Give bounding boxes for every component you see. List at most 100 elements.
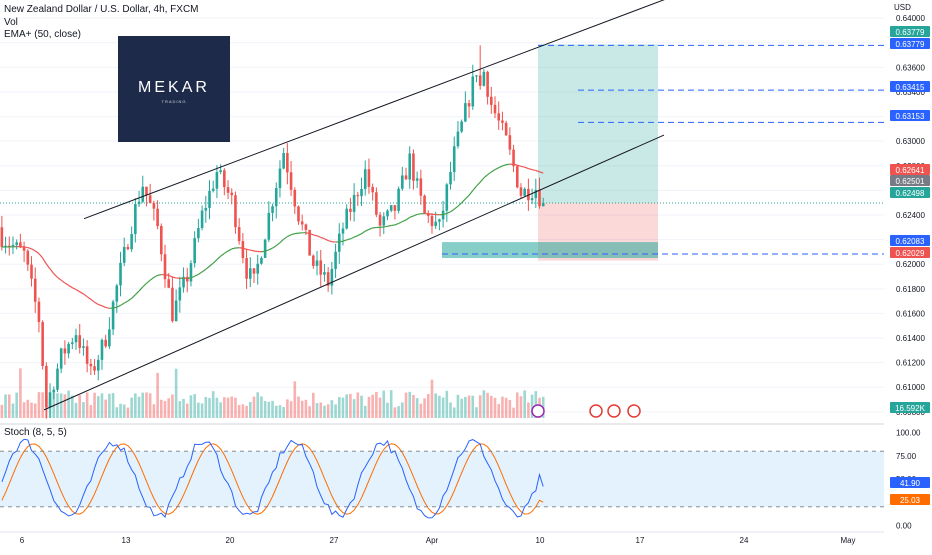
candle[interactable] bbox=[416, 178, 419, 180]
event-marker-icon[interactable] bbox=[608, 405, 620, 417]
candle[interactable] bbox=[78, 335, 81, 348]
candle[interactable] bbox=[119, 263, 122, 286]
candle[interactable] bbox=[67, 344, 70, 354]
candle[interactable] bbox=[23, 247, 26, 250]
candle[interactable] bbox=[531, 198, 534, 200]
candle[interactable] bbox=[108, 329, 111, 346]
candle[interactable] bbox=[431, 216, 434, 226]
candle[interactable] bbox=[134, 204, 137, 234]
candle[interactable] bbox=[516, 166, 519, 187]
candle[interactable] bbox=[138, 202, 141, 204]
channel-lower-line[interactable] bbox=[44, 135, 664, 410]
candle[interactable] bbox=[104, 340, 107, 347]
candle[interactable] bbox=[1, 227, 4, 247]
candle[interactable] bbox=[264, 240, 267, 258]
ema-legend[interactable]: EMA+ (50, close) bbox=[4, 29, 81, 40]
candle[interactable] bbox=[34, 279, 37, 302]
candle[interactable] bbox=[423, 196, 426, 213]
event-marker-icon[interactable] bbox=[532, 405, 544, 417]
candle[interactable] bbox=[41, 322, 44, 366]
event-marker-icon[interactable] bbox=[590, 405, 602, 417]
candle[interactable] bbox=[186, 277, 189, 282]
candle[interactable] bbox=[30, 265, 33, 279]
candle[interactable] bbox=[301, 221, 304, 224]
candle[interactable] bbox=[523, 189, 526, 196]
candle[interactable] bbox=[368, 169, 371, 187]
candle[interactable] bbox=[349, 209, 352, 212]
candle[interactable] bbox=[538, 190, 541, 206]
candle[interactable] bbox=[390, 205, 393, 210]
candle[interactable] bbox=[405, 175, 408, 179]
candle[interactable] bbox=[86, 346, 89, 364]
candle[interactable] bbox=[357, 195, 360, 196]
candle[interactable] bbox=[71, 342, 74, 344]
candle[interactable] bbox=[505, 123, 508, 135]
candle[interactable] bbox=[212, 189, 215, 191]
candle[interactable] bbox=[190, 263, 193, 281]
candle[interactable] bbox=[271, 206, 274, 213]
candle[interactable] bbox=[64, 348, 67, 353]
candle[interactable] bbox=[123, 247, 126, 263]
demand-zone[interactable] bbox=[442, 242, 658, 258]
candle[interactable] bbox=[446, 184, 449, 210]
candle[interactable] bbox=[156, 209, 159, 226]
candle[interactable] bbox=[316, 260, 319, 265]
candle[interactable] bbox=[245, 258, 248, 279]
candle[interactable] bbox=[175, 300, 178, 321]
candle[interactable] bbox=[338, 234, 341, 252]
take-profit-zone[interactable] bbox=[538, 44, 658, 203]
volume-legend[interactable]: Vol bbox=[4, 17, 18, 28]
candle[interactable] bbox=[227, 187, 230, 193]
candle[interactable] bbox=[256, 264, 259, 274]
candle[interactable] bbox=[230, 193, 233, 195]
candle[interactable] bbox=[116, 285, 119, 301]
candle[interactable] bbox=[479, 75, 482, 85]
candle[interactable] bbox=[112, 302, 115, 330]
candle[interactable] bbox=[490, 97, 493, 105]
candle[interactable] bbox=[353, 195, 356, 212]
candle[interactable] bbox=[223, 170, 226, 187]
candle[interactable] bbox=[319, 260, 322, 274]
candle[interactable] bbox=[375, 192, 378, 214]
candle[interactable] bbox=[201, 211, 204, 228]
candle[interactable] bbox=[494, 105, 497, 113]
candle[interactable] bbox=[97, 360, 100, 371]
candle[interactable] bbox=[82, 346, 85, 348]
candle[interactable] bbox=[268, 213, 271, 240]
candle[interactable] bbox=[364, 169, 367, 189]
candle[interactable] bbox=[464, 103, 467, 121]
candle[interactable] bbox=[45, 366, 48, 407]
candle[interactable] bbox=[101, 340, 104, 360]
candle[interactable] bbox=[486, 72, 489, 97]
candle[interactable] bbox=[457, 132, 460, 147]
candle[interactable] bbox=[234, 195, 237, 227]
candle[interactable] bbox=[334, 252, 337, 269]
candle[interactable] bbox=[153, 203, 156, 209]
candle[interactable] bbox=[204, 208, 207, 211]
candle[interactable] bbox=[382, 216, 385, 225]
candle[interactable] bbox=[401, 175, 404, 188]
candle[interactable] bbox=[290, 172, 293, 190]
candle[interactable] bbox=[249, 268, 252, 278]
candle[interactable] bbox=[379, 215, 382, 226]
candle[interactable] bbox=[275, 188, 278, 206]
candle[interactable] bbox=[471, 76, 474, 106]
candle[interactable] bbox=[238, 227, 241, 241]
candle[interactable] bbox=[145, 187, 148, 195]
candle[interactable] bbox=[260, 258, 263, 264]
candle[interactable] bbox=[345, 209, 348, 229]
candle[interactable] bbox=[438, 219, 441, 221]
candle[interactable] bbox=[160, 226, 163, 254]
candle[interactable] bbox=[127, 247, 130, 249]
candle[interactable] bbox=[408, 153, 411, 179]
candle[interactable] bbox=[412, 153, 415, 180]
candle[interactable] bbox=[293, 190, 296, 207]
candle[interactable] bbox=[60, 348, 63, 368]
candle[interactable] bbox=[130, 234, 133, 249]
candle[interactable] bbox=[12, 245, 15, 246]
candle[interactable] bbox=[216, 172, 219, 189]
candle[interactable] bbox=[434, 222, 437, 226]
stoch-legend[interactable]: Stoch (8, 5, 5) bbox=[4, 427, 67, 438]
candle[interactable] bbox=[282, 153, 285, 168]
candle[interactable] bbox=[397, 189, 400, 211]
